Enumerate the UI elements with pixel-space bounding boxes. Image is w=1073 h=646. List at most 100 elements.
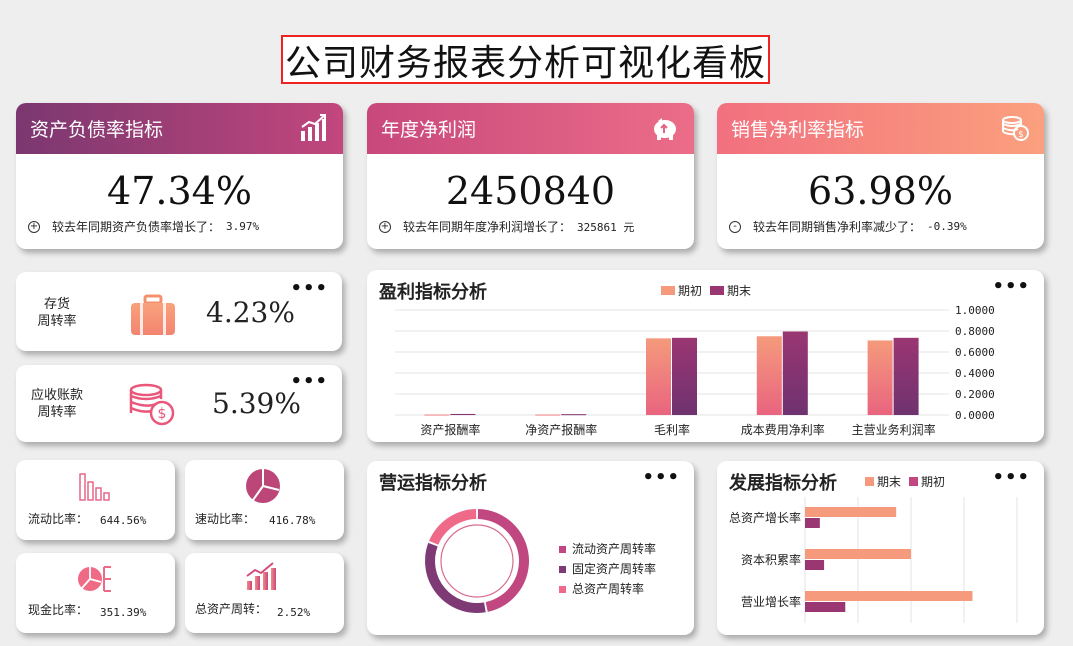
donut-slice-流动资产周转率 [477, 509, 529, 612]
legend-label: 期末 [877, 475, 902, 489]
legend-swatch [661, 286, 675, 295]
kpi-value: 2450840 [445, 169, 616, 213]
luggage-icon [131, 294, 175, 335]
donut-inner-ring [440, 524, 514, 598]
bar-期初-成本费用净利率 [756, 336, 782, 415]
profit-bar-chart: 0.0000 0.2000 0.4000 0.6000 0.8000 1.0000 资产报酬… [395, 304, 995, 437]
legend-label: 期初 [678, 284, 703, 298]
ratio-label: 流动比率： [28, 512, 89, 526]
kpi-card-debt-ratio: 资产负债率指标 47.34% + 较去年同期资产负债率增长了： 3.97% [16, 103, 343, 249]
legend-label: 总资产周转率 [572, 582, 645, 596]
chart-legend: 期末 期初 [865, 473, 945, 490]
kpi-title: 销售净利率指标 [731, 119, 865, 141]
legend-label: 固定资产周转率 [572, 562, 657, 576]
kpi-foot-label: 较去年同期年度净利润增长了： [403, 220, 572, 234]
bar-期末-营业增长率 [805, 591, 973, 601]
kpi-header: 年度净利润 [367, 103, 694, 154]
turnover-value: 5.39% [212, 387, 301, 420]
y-category-label: 总资产增长率 [729, 510, 801, 525]
y-tick-label: 0.6000 [955, 346, 995, 359]
ratio-label: 总资产周转： [195, 602, 268, 616]
ratio-value: 2.52% [277, 606, 311, 619]
legend-label: 期初 [921, 475, 946, 489]
growth-analysis-panel: 发展指标分析 ••• 期末 期初 总资产增长率资本积累率营业增长率 [717, 461, 1044, 635]
x-tick-label: 毛利率 [654, 422, 690, 437]
operating-donut-chart [425, 509, 529, 613]
piggy-bank-icon [654, 118, 676, 140]
page-title: 公司财务报表分析可视化看板 [284, 42, 766, 84]
dashboard-title: 公司财务报表分析可视化看板 [281, 35, 770, 84]
kpi-title: 年度净利润 [381, 119, 477, 141]
more-options-button[interactable]: ••• [992, 276, 1030, 297]
donut-legend: 流动资产周转率 固定资产周转率 总资产周转率 [559, 539, 656, 599]
kpi-footnote: + 较去年同期年度净利润增长了： 325861 元 [379, 218, 634, 235]
kpi-value: 63.98% [808, 169, 953, 213]
total-asset-turnover-card: 总资产周转： 2.52% [185, 553, 344, 633]
inventory-turnover-card: ••• 存货 周转率 4.23% [16, 272, 342, 351]
x-tick-label: 资产报酬率 [420, 422, 480, 437]
bar-期初-主营业务利润率 [867, 340, 893, 415]
bar-期末-净资产报酬率 [561, 414, 587, 416]
turnover-label: 应收账款 周转率 [16, 387, 98, 421]
bar-期初-总资产增长率 [805, 518, 820, 528]
bar-期末-成本费用净利率 [782, 331, 808, 415]
legend-item: 总资产周转率 [559, 579, 656, 599]
bar-期初-资产报酬率 [424, 414, 450, 416]
quick-ratio-card: 速动比率： 416.78% [185, 460, 344, 540]
turnover-label: 存货 周转率 [16, 296, 98, 330]
panel-title: 发展指标分析 [729, 473, 837, 494]
kpi-foot-value: -0.39% [927, 220, 967, 233]
ratio-label: 速动比率： [195, 512, 256, 526]
donut-slice-固定资产周转率 [425, 542, 486, 613]
ratio-value: 416.78% [269, 514, 316, 527]
y-category-label: 资本积累率 [741, 552, 801, 567]
more-options-button[interactable]: ••• [642, 467, 680, 488]
y-tick-label: 0.4000 [955, 367, 995, 380]
minus-circle-icon: - [729, 220, 741, 233]
profit-analysis-panel: 盈利指标分析 ••• 期初 期末 0.0000 0.2000 0.4000 0.600… [367, 270, 1044, 442]
plus-circle-icon: + [28, 220, 40, 233]
legend-swatch [909, 477, 919, 486]
more-options-button[interactable]: ••• [992, 467, 1030, 488]
turnover-label-line2: 周转率 [37, 314, 77, 329]
panel-title: 营运指标分析 [379, 473, 487, 494]
legend-item: 流动资产周转率 [559, 539, 656, 559]
pie-icon [246, 469, 280, 503]
kpi-title: 资产负债率指标 [30, 119, 164, 141]
kpi-foot-value: 3.97% [226, 220, 260, 233]
kpi-foot-label: 较去年同期销售净利率减少了： [753, 220, 922, 234]
kpi-foot-label: 较去年同期资产负债率增长了： [52, 220, 221, 234]
x-tick-label: 成本费用净利率 [741, 422, 825, 437]
kpi-card-sales-margin: 销售净利率指标 $ 63.98% - 较去年同期销售净利率减少了： -0.39% [717, 103, 1044, 249]
bar-期末-毛利率 [672, 337, 697, 415]
turnover-label-line1: 存货 [43, 297, 70, 312]
y-category-label: 营业增长率 [741, 594, 801, 609]
svg-text:$: $ [158, 406, 167, 422]
kpi-value: 47.34% [107, 169, 252, 213]
cash-ratio-card: 现金比率： 351.39% [16, 553, 175, 633]
coins-icon: $ [1002, 116, 1029, 141]
more-options-button[interactable]: ••• [290, 371, 328, 392]
operating-analysis-panel: 营运指标分析 ••• 流动资产周转率 固定资产周转率 总资产周转率 [367, 461, 694, 635]
y-tick-label: 0.2000 [955, 388, 995, 401]
bar-期初-净资产报酬率 [535, 414, 561, 416]
turnover-label-line1: 应收账款 [30, 388, 83, 403]
more-options-button[interactable]: ••• [290, 278, 328, 299]
legend-label: 期末 [727, 284, 752, 298]
chart-legend: 期初 期末 [661, 282, 751, 299]
receivables-turnover-card: ••• 应收账款 周转率 $ 5.39% [16, 365, 342, 442]
current-ratio-card: 流动比率： 644.56% [16, 460, 175, 540]
x-tick-label: 主营业务利润率 [852, 422, 936, 437]
kpi-footnote: - 较去年同期销售净利率减少了： -0.39% [729, 218, 967, 235]
x-tick-label: 净资产报酬率 [525, 422, 597, 437]
y-tick-label: 0.0000 [955, 409, 995, 422]
donut-slice-总资产周转率 [429, 509, 477, 545]
pie-tree-icon [78, 566, 111, 592]
kpi-card-net-profit: 年度净利润 2450840 + 较去年同期年度净利润增长了： 325861 元 [367, 103, 694, 249]
y-tick-label: 0.8000 [955, 325, 995, 338]
kpi-footnote: + 较去年同期资产负债率增长了： 3.97% [28, 218, 259, 235]
plus-circle-icon: + [379, 220, 391, 233]
legend-swatch [865, 477, 874, 486]
bar-期初-毛利率 [646, 338, 671, 415]
svg-text:$: $ [1018, 130, 1024, 140]
